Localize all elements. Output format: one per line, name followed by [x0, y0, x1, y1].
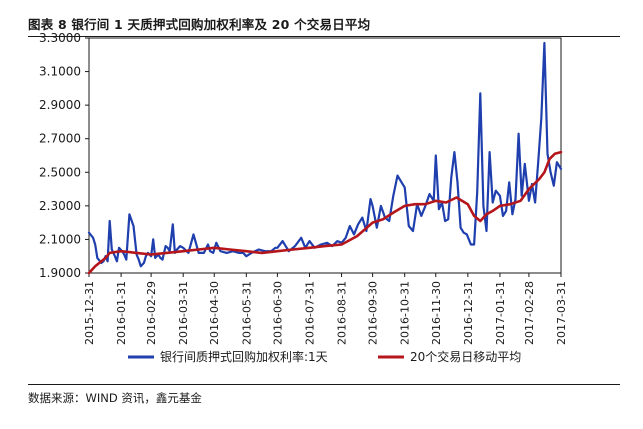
y-tick-label: 2.7000 — [39, 132, 81, 146]
x-tick-label: 2016-03-31 — [177, 281, 190, 345]
x-axis: 2015-12-31 2016-01-31 2016-02-29 2016-03-31… — [83, 273, 568, 345]
y-tick-label: 2.9000 — [39, 98, 81, 112]
x-tick-label: 2015-12-31 — [83, 281, 96, 345]
x-tick-label: 2016-11-30 — [430, 281, 443, 345]
source-note: 数据来源：WIND 资讯，鑫元基金 — [28, 391, 202, 405]
x-tick-label: 2016-05-31 — [240, 281, 253, 345]
y-tick-label: 2.1000 — [39, 232, 81, 246]
x-tick-label: 2016-10-31 — [399, 281, 412, 345]
y-tick-label: 2.5000 — [39, 165, 81, 179]
series-line-1 — [87, 41, 563, 268]
series-line-2 — [87, 150, 563, 275]
legend-label-1: 银行间质押式回购加权利率:1天 — [160, 349, 328, 364]
y-tick-label: 3.1000 — [39, 65, 81, 79]
x-tick-label: 2016-02-29 — [145, 281, 158, 345]
line-chart: 1.9000 2.1000 2.3000 2.5000 2.7000 2.9000 3.10… — [39, 31, 568, 364]
x-tick-label: 2016-01-31 — [115, 281, 128, 345]
x-tick-label: 2017-02-28 — [523, 281, 536, 345]
y-tick-label: 3.3000 — [39, 31, 81, 45]
title-rule — [28, 36, 620, 37]
x-tick-label: 2017-01-31 — [494, 281, 507, 345]
chart-title: 图表 8 银行间 1 天质押式回购加权利率及 20 个交易日平均 — [28, 17, 371, 32]
y-tick-label: 2.3000 — [39, 199, 81, 213]
x-tick-label: 2016-08-31 — [336, 281, 349, 345]
x-tick-label: 2016-06-30 — [271, 281, 284, 345]
series-layer — [87, 41, 563, 275]
legend-label-2: 20个交易日移动平均 — [410, 349, 521, 364]
plot-area — [88, 37, 562, 274]
x-tick-label: 2016-04-30 — [208, 281, 221, 345]
source-rule — [28, 384, 620, 385]
x-tick-label: 2016-09-30 — [367, 281, 380, 345]
y-axis: 1.9000 2.1000 2.3000 2.5000 2.7000 2.9000 3.10… — [39, 31, 89, 280]
legend: 银行间质押式回购加权利率:1天 20个交易日移动平均 — [128, 349, 521, 364]
y-tick-label: 1.9000 — [39, 266, 81, 280]
x-tick-label: 2016-12-31 — [462, 281, 475, 345]
x-tick-label: 2016-07-31 — [303, 281, 316, 345]
x-tick-label: 2017-03-31 — [555, 281, 568, 345]
